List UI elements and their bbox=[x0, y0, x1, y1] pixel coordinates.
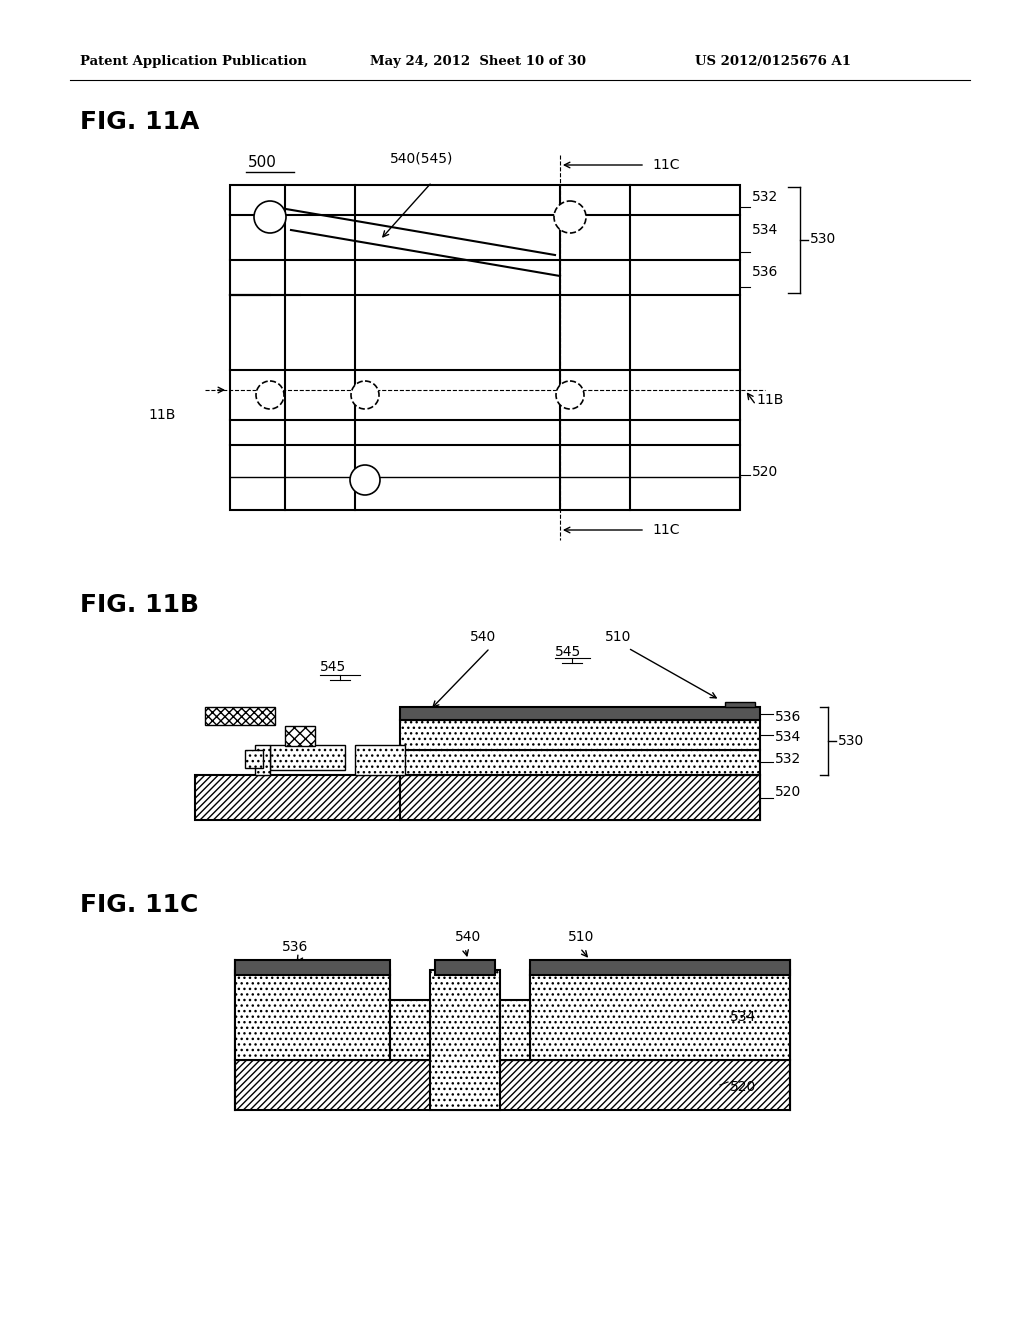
Circle shape bbox=[351, 381, 379, 409]
Text: 530: 530 bbox=[838, 734, 864, 748]
Text: 545: 545 bbox=[319, 660, 346, 675]
Text: May 24, 2012  Sheet 10 of 30: May 24, 2012 Sheet 10 of 30 bbox=[370, 55, 586, 69]
Bar bbox=[400, 775, 760, 820]
Text: 536: 536 bbox=[282, 940, 308, 954]
Bar bbox=[234, 1060, 790, 1110]
Bar bbox=[270, 744, 345, 770]
Text: 532: 532 bbox=[752, 190, 778, 205]
Text: 11C: 11C bbox=[652, 523, 680, 537]
Text: 536: 536 bbox=[775, 710, 802, 723]
Bar bbox=[530, 970, 790, 1060]
Text: 520: 520 bbox=[775, 785, 801, 799]
Text: 534: 534 bbox=[752, 223, 778, 238]
Text: US 2012/0125676 A1: US 2012/0125676 A1 bbox=[695, 55, 851, 69]
Text: 11B: 11B bbox=[756, 393, 783, 407]
Circle shape bbox=[254, 201, 286, 234]
Circle shape bbox=[350, 465, 380, 495]
Bar bbox=[530, 960, 790, 975]
Circle shape bbox=[556, 381, 584, 409]
Text: 510: 510 bbox=[605, 630, 632, 644]
Bar bbox=[234, 960, 390, 975]
Text: 11B: 11B bbox=[148, 408, 175, 422]
Text: 540(545): 540(545) bbox=[390, 152, 454, 166]
Text: 540: 540 bbox=[470, 630, 497, 644]
Bar bbox=[195, 775, 760, 820]
Bar bbox=[234, 970, 390, 1060]
Text: 11C: 11C bbox=[652, 158, 680, 172]
Bar bbox=[390, 1001, 430, 1060]
Text: 545: 545 bbox=[555, 645, 582, 659]
Text: 510: 510 bbox=[568, 931, 594, 944]
Bar bbox=[355, 744, 406, 775]
Text: 520: 520 bbox=[730, 1080, 757, 1094]
Text: FIG. 11A: FIG. 11A bbox=[80, 110, 200, 135]
Text: 530: 530 bbox=[810, 232, 837, 246]
Text: 534: 534 bbox=[730, 1010, 757, 1024]
Bar bbox=[255, 744, 270, 775]
Circle shape bbox=[256, 381, 284, 409]
Text: 536: 536 bbox=[752, 265, 778, 279]
Bar bbox=[230, 185, 740, 510]
Text: FIG. 11B: FIG. 11B bbox=[80, 593, 199, 616]
Bar bbox=[285, 726, 315, 746]
Text: 520: 520 bbox=[752, 465, 778, 479]
Bar bbox=[400, 719, 760, 750]
Text: Patent Application Publication: Patent Application Publication bbox=[80, 55, 307, 69]
Text: 532: 532 bbox=[775, 752, 801, 766]
Text: 540: 540 bbox=[455, 931, 481, 944]
Bar bbox=[500, 1001, 530, 1060]
Bar bbox=[400, 708, 760, 719]
Text: FIG. 11C: FIG. 11C bbox=[80, 894, 199, 917]
Bar bbox=[205, 708, 275, 725]
Bar bbox=[430, 970, 500, 1110]
Bar bbox=[435, 960, 495, 975]
Circle shape bbox=[554, 201, 586, 234]
Text: 500: 500 bbox=[248, 154, 276, 170]
Bar bbox=[245, 750, 263, 768]
Bar bbox=[725, 702, 755, 708]
Text: 534: 534 bbox=[775, 730, 801, 744]
Bar bbox=[400, 750, 760, 775]
